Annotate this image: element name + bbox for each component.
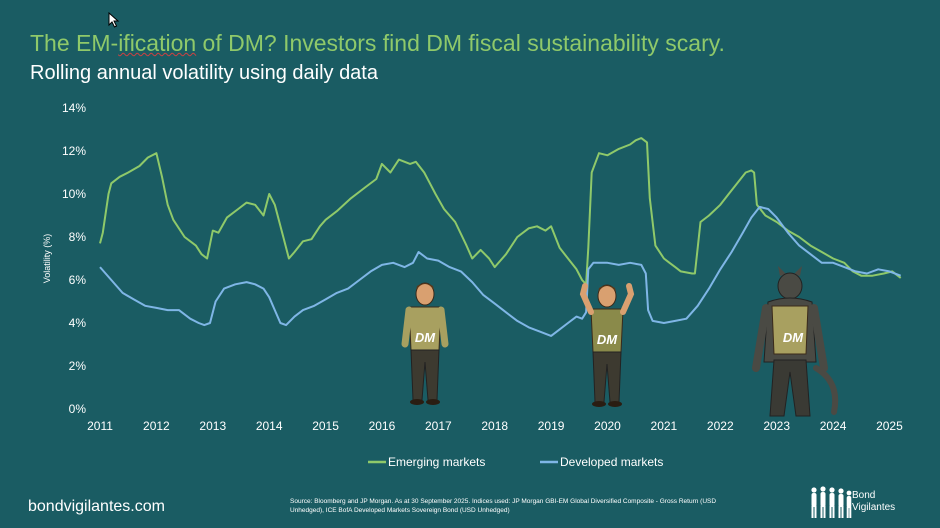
volatility-chart: 0% 2% 4% 6% 8% 10% 12% 14% Volatility (%) 2011 201… (42, 101, 903, 469)
x-tick-label: 2013 (199, 419, 226, 433)
x-tick-label: 2014 (256, 419, 283, 433)
dm-annotation: DM (597, 332, 618, 347)
scared-dm-figure (579, 283, 635, 407)
y-tick-label: 2% (69, 359, 87, 373)
x-tick-label: 2025 (876, 419, 903, 433)
logo-line2: Vigilantes (852, 502, 896, 513)
footer-url[interactable]: bondvigilantes.com (28, 498, 165, 515)
title-part2: ification (118, 30, 197, 56)
y-tick-label: 0% (69, 402, 87, 416)
legend-label: Developed markets (560, 455, 663, 469)
source-note: Source: Bloomberg and JP Morgan. As at 3… (290, 498, 717, 514)
x-tick-label: 2022 (707, 419, 734, 433)
y-tick-label: 14% (62, 101, 86, 115)
x-tick-label: 2011 (87, 419, 113, 433)
bond-vigilantes-logo-icon (811, 486, 852, 518)
y-tick-label: 8% (69, 230, 87, 244)
title-part3: of DM? Investors find DM fiscal sustaina… (196, 30, 725, 56)
x-tick-label: 2020 (594, 419, 621, 433)
x-tick-label: 2021 (651, 419, 678, 433)
x-tick-label: 2015 (312, 419, 339, 433)
dm-annotation: DM (783, 330, 804, 345)
x-tick-label: 2016 (369, 419, 396, 433)
x-tick-label: 2023 (763, 419, 790, 433)
series-line-emerging (99, 137, 902, 286)
x-tick-label: 2017 (425, 419, 452, 433)
werewolf-dm-figure (752, 266, 839, 417)
page-subtitle: Rolling annual volatility using daily da… (30, 62, 378, 84)
x-tick-label: 2012 (143, 419, 170, 433)
y-tick-label: 12% (62, 144, 86, 158)
title-part1: The EM- (30, 30, 119, 56)
series-line-developed (99, 205, 902, 337)
page-title: The EM-ification of DM? Investors find D… (30, 30, 725, 57)
y-tick-label: 6% (69, 273, 87, 287)
legend-label: Emerging markets (388, 455, 485, 469)
mouse-cursor-icon (108, 12, 120, 28)
logo-wordmark: Bond Vigilantes (852, 490, 895, 514)
y-tick-label: 10% (62, 187, 86, 201)
y-tick-label: 4% (69, 316, 87, 330)
x-tick-label: 2018 (481, 419, 508, 433)
x-tick-label: 2024 (820, 419, 847, 433)
dm-figure (401, 282, 449, 405)
x-tick-label: 2019 (538, 419, 565, 433)
logo-line1: Bond (852, 490, 876, 501)
dm-annotation: DM (415, 330, 436, 345)
y-axis-label: Volatility (%) (42, 234, 52, 284)
